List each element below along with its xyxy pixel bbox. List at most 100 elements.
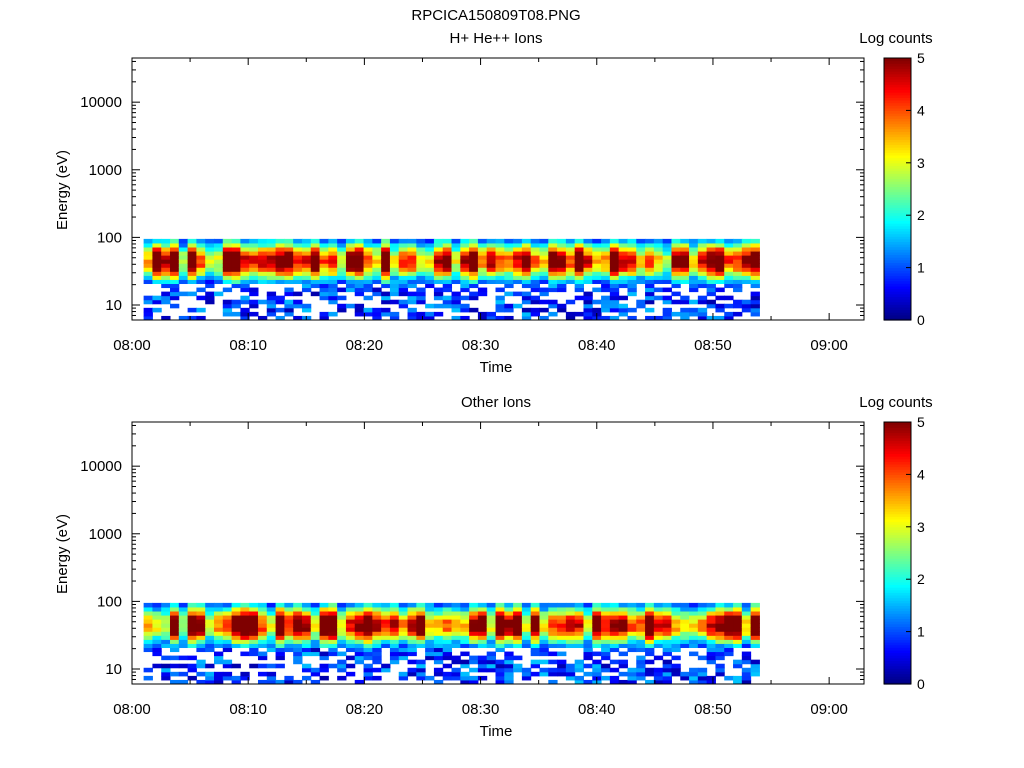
heatmap-cell bbox=[240, 267, 250, 272]
heatmap-cell bbox=[214, 251, 224, 256]
heatmap-cell bbox=[152, 279, 162, 285]
heatmap-cell bbox=[161, 639, 171, 644]
heatmap-cell bbox=[170, 247, 180, 252]
heatmap-cell bbox=[548, 671, 558, 677]
heatmap-cell bbox=[319, 267, 329, 272]
heatmap-cell bbox=[530, 311, 540, 317]
heatmap-cell bbox=[486, 606, 497, 612]
x-tick-label: 09:00 bbox=[810, 701, 848, 718]
heatmap-cell bbox=[416, 299, 426, 305]
heatmap-cell bbox=[592, 307, 602, 313]
heatmap-cell bbox=[249, 635, 259, 640]
heatmap-cell bbox=[170, 631, 180, 636]
heatmap-cell bbox=[557, 651, 567, 657]
heatmap-cell bbox=[653, 611, 664, 616]
heatmap-cell bbox=[460, 623, 470, 628]
heatmap-cell bbox=[451, 291, 461, 297]
heatmap-cell bbox=[521, 283, 532, 289]
heatmap-cell bbox=[697, 671, 708, 677]
heatmap-cell bbox=[319, 606, 329, 612]
heatmap-cell bbox=[750, 623, 760, 628]
heatmap-cell bbox=[477, 238, 488, 244]
heatmap-cell bbox=[196, 242, 206, 248]
heatmap-cell bbox=[222, 251, 233, 256]
heatmap-cell bbox=[460, 279, 470, 285]
heatmap-cell bbox=[328, 271, 338, 276]
colorbar-swatch bbox=[884, 427, 911, 431]
heatmap-cell bbox=[187, 667, 197, 673]
heatmap-cell bbox=[328, 267, 338, 272]
heatmap-cell bbox=[196, 647, 206, 653]
heatmap-cell bbox=[249, 255, 259, 260]
heatmap-cell bbox=[231, 611, 241, 616]
heatmap-cell bbox=[301, 627, 312, 632]
heatmap-cell bbox=[337, 279, 347, 285]
heatmap-cell bbox=[653, 606, 664, 612]
colorbar-swatch bbox=[884, 209, 911, 214]
x-tick-label: 08:20 bbox=[346, 337, 384, 354]
heatmap-cell bbox=[187, 255, 197, 260]
heatmap-cell bbox=[460, 283, 470, 289]
heatmap-cell bbox=[398, 639, 409, 644]
heatmap-cell bbox=[618, 247, 628, 252]
heatmap-cell bbox=[548, 643, 558, 649]
heatmap-cell bbox=[750, 671, 760, 677]
heatmap-cell bbox=[741, 303, 752, 309]
heatmap-cell bbox=[680, 263, 690, 268]
heatmap-cell bbox=[187, 611, 197, 616]
heatmap-cell bbox=[425, 623, 435, 628]
heatmap-cell bbox=[697, 631, 708, 636]
heatmap-cell bbox=[724, 627, 734, 632]
heatmap-cell bbox=[706, 242, 716, 248]
heatmap-cell bbox=[689, 667, 699, 673]
heatmap-cell bbox=[539, 255, 549, 260]
heatmap-cell bbox=[143, 631, 153, 636]
heatmap-cell bbox=[618, 251, 628, 256]
heatmap-cell bbox=[354, 311, 365, 317]
heatmap-cell bbox=[266, 238, 277, 244]
heatmap-cell bbox=[486, 271, 497, 276]
heatmap-cell bbox=[495, 242, 505, 248]
heatmap-cell bbox=[565, 279, 576, 285]
heatmap-cell bbox=[170, 275, 180, 280]
colorbar-frame bbox=[883, 421, 912, 685]
heatmap-cell bbox=[521, 606, 532, 612]
heatmap-cell bbox=[240, 675, 250, 681]
heatmap-cell bbox=[539, 602, 549, 608]
heatmap-cell bbox=[680, 267, 690, 272]
heatmap-cell bbox=[565, 255, 576, 260]
heatmap-cell bbox=[653, 667, 664, 673]
heatmap-cell bbox=[381, 251, 391, 256]
heatmap-cell bbox=[442, 671, 453, 677]
heatmap-cell bbox=[521, 299, 532, 305]
heatmap-cell bbox=[178, 671, 189, 677]
heatmap-cell bbox=[407, 619, 417, 624]
heatmap-cell bbox=[433, 643, 444, 649]
heatmap-cell bbox=[425, 615, 435, 620]
heatmap-cell bbox=[319, 635, 329, 640]
colorbar-swatch bbox=[884, 251, 911, 256]
heatmap-cell bbox=[592, 615, 602, 620]
colorbar-swatch bbox=[884, 246, 911, 250]
heatmap-cell bbox=[609, 606, 620, 612]
heatmap-cell bbox=[530, 647, 540, 653]
colorbar-swatch bbox=[884, 471, 911, 475]
heatmap-cell bbox=[372, 247, 382, 252]
heatmap-cell bbox=[214, 255, 224, 260]
heatmap-cell bbox=[389, 271, 400, 276]
heatmap-cell bbox=[750, 311, 760, 317]
heatmap-cell bbox=[257, 271, 268, 276]
heatmap-cell bbox=[477, 639, 488, 644]
heatmap-cell bbox=[275, 655, 285, 661]
heatmap-cell bbox=[636, 259, 646, 264]
heatmap-cell bbox=[222, 663, 233, 669]
heatmap-cell bbox=[381, 295, 391, 301]
heatmap-cell bbox=[486, 602, 497, 608]
heatmap-cell bbox=[724, 631, 734, 636]
heatmap-cell bbox=[337, 247, 347, 252]
heatmap-cell bbox=[733, 238, 743, 244]
heatmap-cell bbox=[389, 659, 400, 665]
y-axis-label: Energy (eV) bbox=[54, 514, 71, 594]
heatmap-cell bbox=[513, 279, 523, 285]
heatmap-cell bbox=[530, 619, 540, 624]
